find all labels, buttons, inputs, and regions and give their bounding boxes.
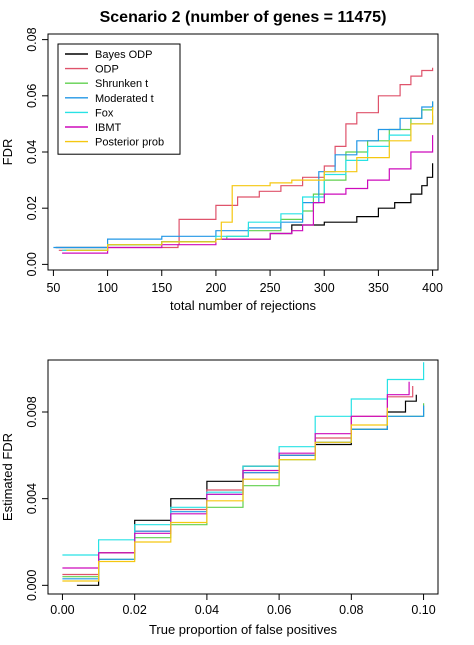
y-tick-label: 0.04: [25, 140, 39, 164]
series-line-bayes-odp: [76, 394, 417, 586]
legend-label: Shrunken t: [95, 78, 148, 90]
x-axis-label: True proportion of false positives: [149, 622, 338, 637]
chart-title: Scenario 2 (number of genes = 11475): [100, 9, 387, 26]
plot-frame: [47, 359, 439, 595]
legend-label: Bayes ODP: [95, 49, 152, 61]
legend-label: Moderated t: [95, 93, 154, 105]
x-tick-label: 0.02: [122, 603, 146, 617]
y-tick-label: 0.02: [25, 196, 39, 220]
x-tick-label: 0.00: [50, 603, 74, 617]
y-tick-label: 0.06: [25, 84, 39, 108]
series-line-posterior-prob: [66, 107, 434, 251]
x-tick-label: 0.08: [339, 603, 363, 617]
x-tick-label: 50: [46, 281, 60, 295]
x-tick-label: 400: [422, 281, 443, 295]
x-tick-label: 250: [260, 281, 281, 295]
x-tick-label: 200: [205, 281, 226, 295]
x-tick-label: 150: [151, 281, 172, 295]
y-tick-label: 0.000: [25, 570, 39, 601]
x-tick-label: 100: [97, 281, 118, 295]
x-tick-label: 0.04: [195, 603, 219, 617]
series-line-fox: [62, 362, 425, 556]
legend-label: ODP: [95, 64, 119, 76]
y-axis-label: FDR: [0, 139, 15, 166]
series-line-odp: [62, 386, 414, 576]
y-tick-label: 0.004: [25, 483, 39, 514]
y-tick-label: 0.08: [25, 27, 39, 51]
legend-label: Posterior prob: [95, 137, 164, 149]
series-line-bayes-odp: [55, 163, 434, 249]
x-tick-label: 0.10: [411, 603, 435, 617]
x-tick-label: 0.06: [267, 603, 291, 617]
legend-label: Fox: [95, 107, 114, 119]
series-line-ibmt: [62, 135, 434, 254]
x-tick-label: 300: [314, 281, 335, 295]
legend-box: [57, 43, 181, 155]
x-tick-label: 350: [368, 281, 389, 295]
y-axis-label: Estimated FDR: [0, 433, 15, 521]
y-tick-label: 0.008: [25, 396, 39, 427]
y-tick-label: 0.00: [25, 252, 39, 276]
series-line-posterior-prob: [62, 407, 388, 582]
x-axis-label: total number of rejections: [170, 298, 316, 313]
legend-label: IBMT: [95, 122, 122, 134]
